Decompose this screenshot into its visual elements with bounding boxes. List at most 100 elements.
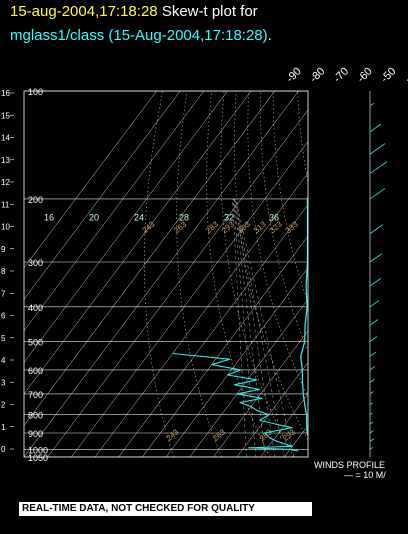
isotherm	[165, 267, 308, 457]
left-tick-label: 9	[1, 245, 6, 254]
isotherm	[142, 235, 308, 457]
isotherm	[236, 361, 308, 457]
top-temp-label: -80	[308, 65, 328, 85]
pressure-label: 900	[28, 429, 43, 439]
left-tick-label: 8	[1, 267, 6, 276]
station-name: mglass1/class (15-Aug-2004,17:18:28)	[10, 27, 268, 44]
top-temp-label: -90	[284, 65, 304, 85]
wind-barb	[369, 319, 379, 326]
left-tick-label: 10	[1, 223, 10, 232]
left-tick-label: 4	[1, 356, 6, 365]
isotherm	[24, 91, 228, 363]
dry-adiabat	[144, 91, 175, 457]
dry-adiabat	[176, 91, 223, 457]
moist-adiabat	[232, 198, 257, 457]
left-tick-label: 12	[1, 178, 10, 187]
dry-adiabat	[371, 91, 408, 457]
moist-adiabat	[233, 198, 266, 457]
dry-adiabat	[260, 91, 308, 352]
isotherm	[94, 172, 308, 457]
timestamp: 15-aug-2004,17:18:28	[10, 3, 158, 20]
pressure-label: 500	[28, 338, 43, 348]
wind-barb	[369, 300, 380, 308]
title-suffix: Skew-t plot for	[161, 3, 258, 20]
dry-adiabat	[297, 91, 308, 184]
wind-barb	[369, 253, 383, 263]
dry-adiabat-label: 303	[236, 219, 252, 235]
wind-barb	[369, 188, 386, 200]
dry-adiabat	[234, 91, 308, 441]
wind-barb	[369, 336, 378, 342]
temperature-trace	[300, 196, 308, 438]
wind-barb	[369, 277, 382, 287]
moist-adiabat	[232, 198, 247, 457]
dry-adiabat	[322, 91, 408, 457]
isotherm	[24, 91, 276, 426]
title-line-2: mglass1/class (15-Aug-2004,17:18:28).	[10, 27, 272, 44]
wind-barb	[369, 446, 374, 450]
top-temp-label: -60	[355, 65, 375, 85]
isotherm	[284, 425, 308, 457]
pressure-label: 300	[28, 258, 43, 268]
isotherm	[213, 330, 308, 457]
wind-barb	[369, 412, 373, 416]
isotherm	[24, 91, 205, 332]
pressure-label: 400	[28, 303, 43, 313]
moist-adiabat	[234, 198, 276, 457]
isotherm	[379, 91, 408, 457]
left-tick-label: 3	[1, 378, 6, 387]
dry-adiabat	[347, 91, 408, 457]
pressure-label: 1050	[28, 453, 48, 463]
top-temp-label: -70	[331, 65, 351, 85]
left-tick-label: 0	[1, 445, 6, 454]
mixing-ratio-label: 20	[89, 213, 99, 223]
left-tick-label: 13	[1, 156, 10, 165]
dry-adiabat	[272, 91, 308, 304]
pressure-label: 100	[28, 87, 43, 97]
plot-frame	[23, 90, 309, 458]
wind-barb	[369, 102, 375, 107]
winds-scale: — = 10 M/	[344, 470, 386, 480]
pressure-label: 700	[28, 390, 43, 400]
mixing-ratio-label: 28	[179, 213, 189, 223]
top-temp-label: -50	[379, 65, 399, 85]
wind-barb	[369, 430, 374, 434]
left-tick-label: 1	[1, 423, 6, 432]
left-tick-label: 6	[1, 312, 6, 321]
wind-barb	[369, 161, 388, 174]
isotherm	[71, 141, 308, 457]
isotherm	[24, 91, 157, 269]
left-tick-label: 15	[1, 111, 10, 120]
isotherm	[24, 91, 181, 300]
isotherm	[118, 204, 308, 457]
mixing-ratio-label: 24	[134, 213, 144, 223]
wind-barb	[369, 123, 382, 133]
dry-adiabat-label: 333	[284, 219, 300, 235]
wind-barb	[369, 143, 386, 155]
wind-barb	[369, 378, 375, 383]
isotherm	[24, 91, 252, 395]
left-tick-label: 11	[1, 200, 10, 209]
title-line-1: 15-aug-2004,17:18:28 Skew-t plot for	[10, 3, 258, 20]
dry-adiabat-label: 263	[211, 427, 227, 443]
wind-barb	[369, 421, 374, 425]
isotherm	[189, 298, 308, 457]
left-tick-label: 2	[1, 401, 6, 410]
dewpoint-trace	[172, 352, 299, 452]
pressure-label: 200	[28, 195, 43, 205]
quality-disclaimer: REAL-TIME DATA, NOT CHECKED FOR QUALITY	[19, 502, 312, 516]
left-tick-label: 5	[1, 334, 6, 343]
dry-adiabat	[396, 91, 408, 457]
winds-title: WINDS PROFILE	[314, 460, 386, 470]
isotherm	[260, 393, 308, 457]
winds-profile-label: WINDS PROFILE — = 10 M/	[314, 460, 386, 480]
wind-barb	[369, 366, 376, 371]
wind-barb	[369, 351, 377, 357]
isotherm	[307, 456, 308, 457]
wind-barb	[369, 438, 375, 442]
dry-adiabat	[206, 91, 271, 457]
mixing-ratio-label: 32	[224, 213, 234, 223]
top-temp-label: -40	[402, 65, 408, 85]
mixing-ratio-label: 36	[269, 213, 279, 223]
